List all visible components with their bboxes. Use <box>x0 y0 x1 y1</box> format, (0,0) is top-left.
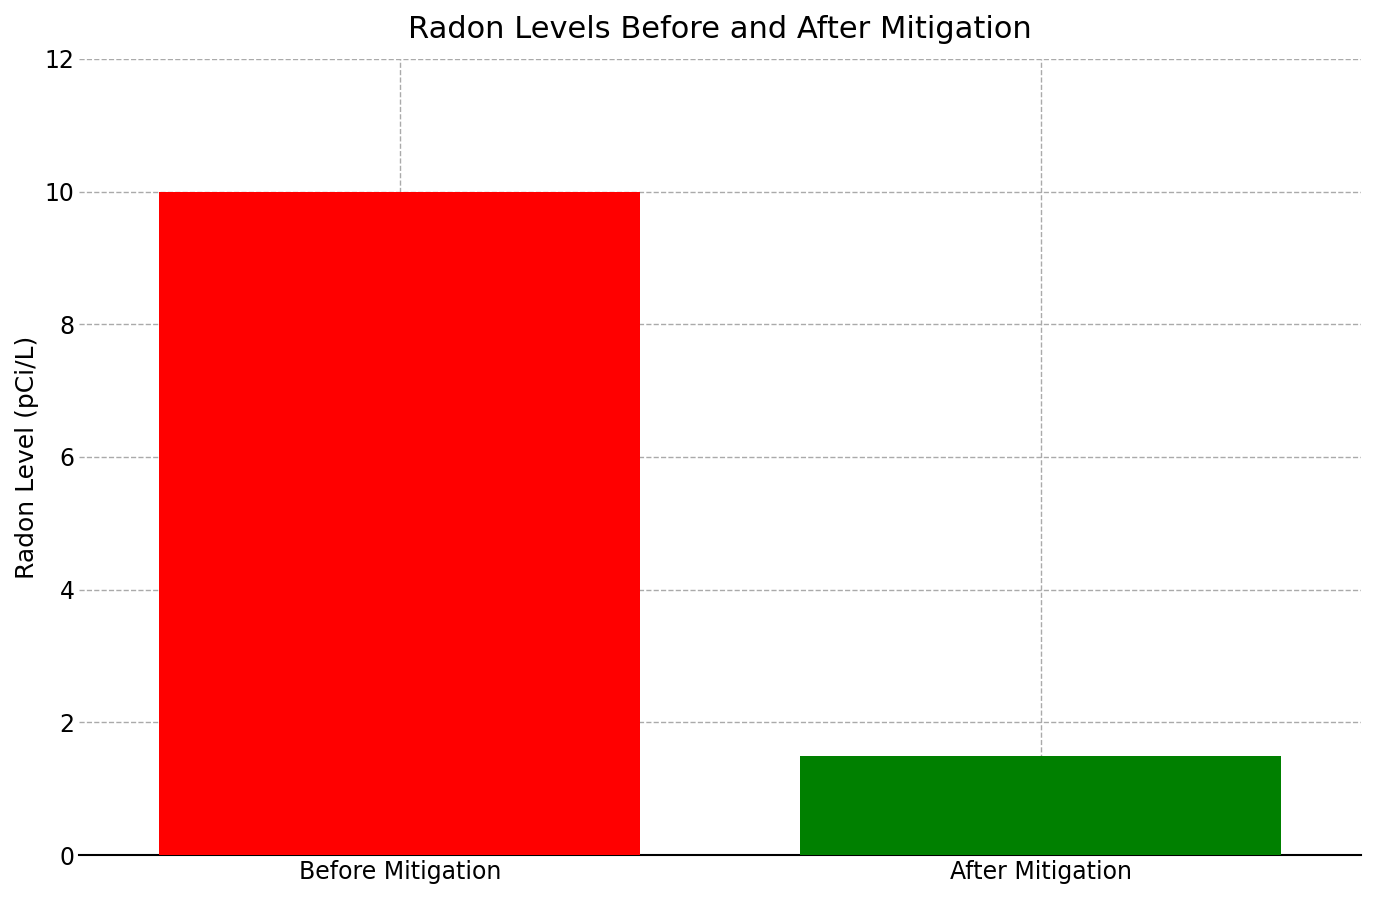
Bar <box>160 191 640 855</box>
Bar <box>801 755 1281 855</box>
Y-axis label: Radon Level (pCi/L): Radon Level (pCi/L) <box>15 335 39 579</box>
Title: Radon Levels Before and After Mitigation: Radon Levels Before and After Mitigation <box>409 15 1032 44</box>
